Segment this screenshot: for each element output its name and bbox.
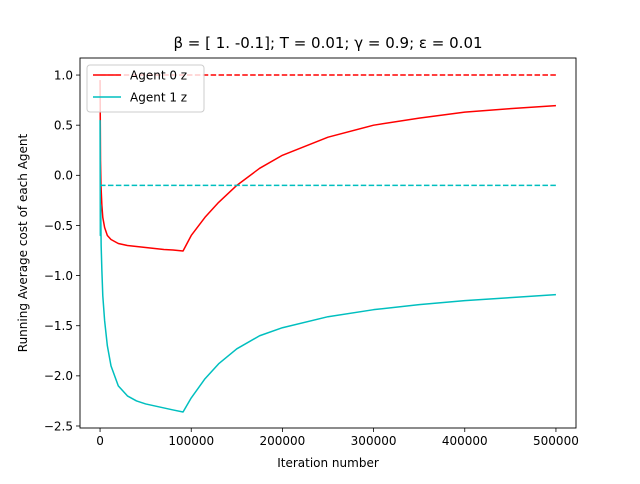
y-tick-label: 1.0	[54, 68, 73, 82]
x-tick-label: 200000	[260, 434, 306, 448]
plot-frame	[79, 57, 577, 429]
legend: Agent 0 z Agent 1 z	[86, 64, 205, 113]
x-tick-label: 500000	[533, 434, 579, 448]
legend-label-agent-0: Agent 0 z	[130, 69, 187, 83]
y-axis-ticks: 1.0 0.5 0.0 −0.5 −1.0 −1.5 −2.0 −2.5	[44, 68, 80, 433]
y-tick-label: −2.0	[44, 369, 73, 383]
x-tick-label: 300000	[351, 434, 397, 448]
x-tick-label: 0	[96, 434, 104, 448]
x-axis-ticks: 0 100000 200000 300000 400000 500000	[96, 428, 579, 448]
y-tick-label: −1.5	[44, 319, 73, 333]
y-tick-label: 0.0	[54, 169, 73, 183]
legend-label-agent-1: Agent 1 z	[130, 91, 187, 105]
x-tick-label: 400000	[442, 434, 488, 448]
y-tick-label: −1.0	[44, 269, 73, 283]
y-tick-label: −0.5	[44, 219, 73, 233]
chart-title: β = [ 1. -0.1]; T = 0.01; γ = 0.9; ε = 0…	[173, 34, 482, 52]
x-axis-label: Iteration number	[277, 456, 379, 470]
series-agent-1-z	[99, 120, 556, 413]
y-tick-label: 0.5	[54, 118, 73, 132]
x-tick-label: 100000	[168, 434, 214, 448]
y-axis-label: Running Average cost of each Agent	[16, 133, 30, 352]
legend-box	[86, 64, 205, 113]
series-agent-0-z	[99, 80, 556, 252]
y-tick-label: −2.5	[44, 419, 73, 433]
